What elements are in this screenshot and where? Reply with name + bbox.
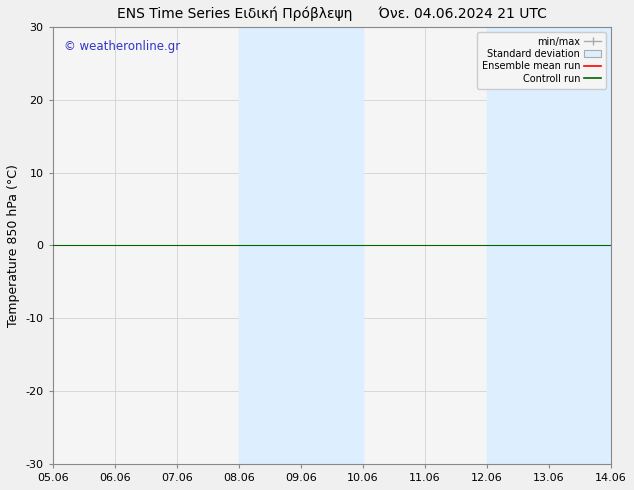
Legend: min/max, Standard deviation, Ensemble mean run, Controll run: min/max, Standard deviation, Ensemble me… xyxy=(477,32,606,89)
Title: ENS Time Series Ειδική Πρόβλεψη      Όνε. 04.06.2024 21 UTC: ENS Time Series Ειδική Πρόβλεψη Όνε. 04.… xyxy=(117,7,547,22)
Y-axis label: Temperature 850 hPa (°C): Temperature 850 hPa (°C) xyxy=(7,164,20,327)
Bar xyxy=(239,27,301,464)
Text: © weatheronline.gr: © weatheronline.gr xyxy=(64,40,180,53)
Bar xyxy=(487,27,549,464)
Bar xyxy=(301,27,363,464)
Bar xyxy=(549,27,611,464)
